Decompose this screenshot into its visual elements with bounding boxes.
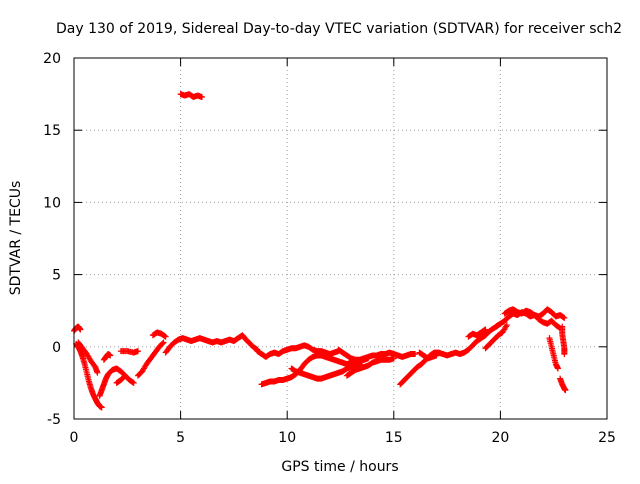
data-point <box>412 351 419 358</box>
data-point <box>561 351 568 358</box>
data-point <box>77 326 84 333</box>
y-axis-label: SDTVAR / TECUs <box>8 181 24 296</box>
data-point <box>554 365 561 372</box>
data-segment <box>177 91 205 100</box>
x-tick-label: 15 <box>385 430 403 446</box>
data-segment <box>75 339 101 376</box>
data-segment <box>335 346 419 363</box>
x-tick-label: 25 <box>598 430 616 446</box>
data-point <box>98 404 105 411</box>
data-point <box>121 373 128 380</box>
data-segment <box>557 375 569 394</box>
data-layer <box>71 91 569 411</box>
data-segment <box>288 361 363 382</box>
data-segment <box>117 348 141 356</box>
data-point <box>159 340 166 347</box>
data-point <box>561 314 568 321</box>
data-segment <box>416 349 440 362</box>
data-segment <box>465 326 489 340</box>
data-segment <box>546 335 561 372</box>
data-segment <box>73 340 105 411</box>
y-tick-label: 15 <box>43 123 61 139</box>
y-tick-label: -5 <box>47 412 61 428</box>
data-point <box>160 339 167 346</box>
x-axis-label: GPS time / hours <box>281 459 398 475</box>
data-series-sch2 <box>71 91 569 411</box>
data-point <box>134 348 141 355</box>
data-point <box>390 355 397 362</box>
data-point <box>94 369 101 376</box>
y-tick-label: 20 <box>43 51 61 67</box>
data-point <box>122 372 129 379</box>
plot-frame <box>73 57 608 420</box>
data-segment <box>501 306 568 321</box>
y-tick-label: 10 <box>43 195 61 211</box>
data-segment <box>343 355 397 379</box>
y-tick-label: 5 <box>52 268 61 284</box>
data-segment <box>100 351 114 363</box>
data-point <box>433 352 440 359</box>
x-tick-label: 5 <box>176 430 185 446</box>
data-point <box>107 352 114 359</box>
x-tick-label: 20 <box>491 430 509 446</box>
data-point <box>482 326 489 333</box>
data-point <box>503 322 510 329</box>
grid-layer <box>74 58 607 419</box>
x-tick-label: 10 <box>278 430 296 446</box>
x-tick-label: 0 <box>70 430 79 446</box>
y-tick-label: 0 <box>52 340 61 356</box>
data-segment <box>482 322 510 352</box>
chart-title: Day 130 of 2019, Sidereal Day-to-day VTE… <box>56 21 622 37</box>
data-segment <box>162 332 261 356</box>
data-point <box>130 379 137 386</box>
data-point <box>562 387 569 394</box>
data-point <box>162 333 169 340</box>
data-segment <box>559 323 568 358</box>
data-segment <box>113 372 129 386</box>
data-point <box>198 93 205 100</box>
data-segment <box>149 329 169 340</box>
data-segment <box>134 339 167 379</box>
